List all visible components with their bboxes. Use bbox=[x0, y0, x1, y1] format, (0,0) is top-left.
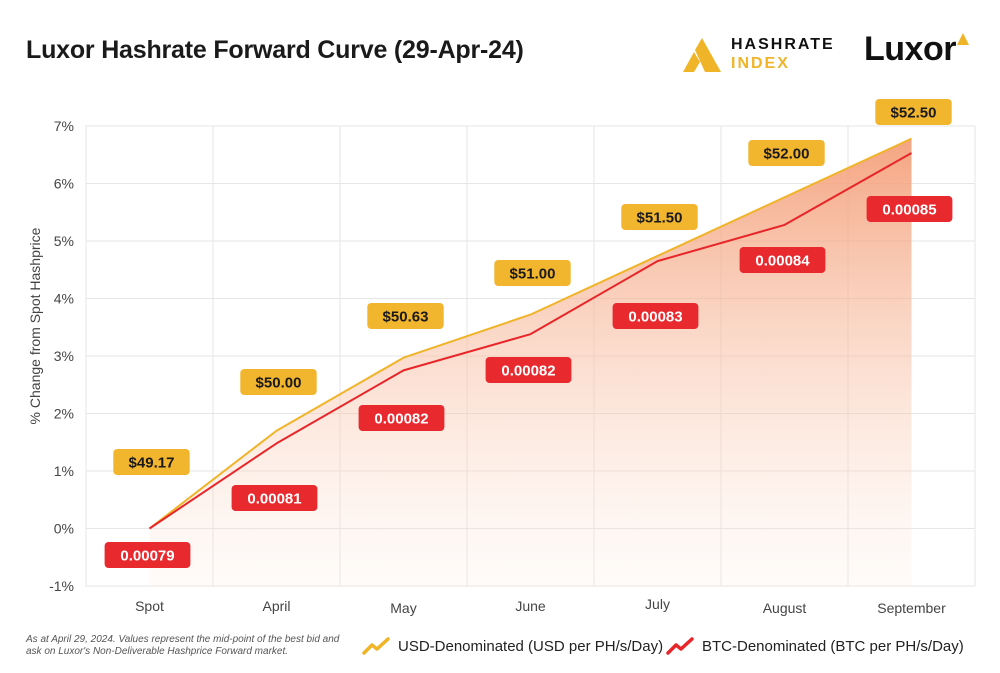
btc-value-label-bg bbox=[358, 405, 445, 431]
footnote: As at April 29, 2024. Values represent t… bbox=[26, 634, 340, 657]
y-tick-label: -1% bbox=[49, 578, 74, 594]
x-tick-label: May bbox=[390, 600, 416, 616]
hashrate-index-logo-text: HASHRATE bbox=[731, 36, 835, 53]
y-tick-label: 3% bbox=[54, 348, 74, 364]
usd-value-label-bg bbox=[621, 204, 698, 230]
legend-usd: USD-Denominated (USD per PH/s/Day) bbox=[362, 634, 663, 658]
btc-value-label-text: 0.00081 bbox=[247, 491, 301, 508]
usd-legend-icon bbox=[362, 637, 390, 655]
usd-value-label: $51.50 bbox=[621, 204, 698, 230]
x-tick-label: July bbox=[645, 596, 670, 612]
usd-value-label-bg bbox=[113, 449, 190, 475]
usd-value-label-text: $51.50 bbox=[637, 210, 683, 227]
btc-value-label-bg bbox=[612, 303, 699, 329]
btc-value-label-text: 0.00082 bbox=[501, 363, 555, 380]
legend-btc-label: BTC-Denominated (BTC per PH/s/Day) bbox=[702, 637, 964, 655]
usd-value-label-text: $50.63 bbox=[383, 309, 429, 326]
chart-title: Luxor Hashrate Forward Curve (29-Apr-24) bbox=[26, 36, 524, 64]
y-tick-label: 7% bbox=[54, 118, 74, 134]
hashrate-index-logo-icon bbox=[683, 38, 721, 72]
usd-value-label-text: $51.00 bbox=[510, 266, 556, 283]
y-axis-title: % Change from Spot Hashprice bbox=[27, 227, 43, 424]
usd-value-label-bg bbox=[875, 99, 952, 125]
usd-value-label-bg bbox=[494, 260, 571, 286]
x-tick-label: August bbox=[763, 600, 807, 616]
luxor-logo-icon bbox=[957, 33, 969, 45]
x-tick-label: April bbox=[262, 598, 290, 614]
usd-value-label-text: $52.50 bbox=[891, 105, 937, 122]
y-tick-label: 0% bbox=[54, 521, 74, 537]
y-tick-label: 6% bbox=[54, 176, 74, 192]
usd-value-label: $49.17 bbox=[113, 449, 190, 475]
btc-value-label: 0.00081 bbox=[231, 485, 318, 511]
y-tick-label: 2% bbox=[54, 406, 74, 422]
usd-value-label: $52.50 bbox=[875, 99, 952, 125]
btc-value-label-text: 0.00079 bbox=[120, 548, 174, 565]
luxor-logo: Luxor bbox=[864, 30, 956, 68]
x-tick-label: Spot bbox=[135, 598, 164, 614]
btc-value-label: 0.00079 bbox=[104, 542, 191, 568]
x-tick-label: June bbox=[515, 598, 546, 614]
usd-series-line bbox=[148, 137, 912, 530]
usd-value-label: $50.63 bbox=[367, 303, 444, 329]
usd-value-label-bg bbox=[240, 369, 317, 395]
usd-value-label-text: $50.00 bbox=[256, 375, 302, 392]
btc-value-label: 0.00085 bbox=[866, 196, 953, 222]
btc-value-label: 0.00084 bbox=[739, 247, 826, 273]
btc-value-label-bg bbox=[104, 542, 191, 568]
x-tick-label: September bbox=[877, 600, 946, 616]
btc-value-label: 0.00082 bbox=[485, 357, 572, 383]
legend-usd-label: USD-Denominated (USD per PH/s/Day) bbox=[398, 637, 664, 655]
btc-value-label-text: 0.00085 bbox=[882, 202, 936, 219]
btc-value-label-text: 0.00084 bbox=[755, 253, 810, 270]
btc-value-label-text: 0.00082 bbox=[374, 411, 428, 428]
y-tick-label: 5% bbox=[54, 233, 74, 249]
usd-value-label-text: $49.17 bbox=[129, 455, 175, 472]
btc-value-label: 0.00083 bbox=[612, 303, 699, 329]
btc-value-label-bg bbox=[485, 357, 572, 383]
btc-value-label-bg bbox=[739, 247, 826, 273]
usd-value-label-text: $52.00 bbox=[764, 146, 810, 163]
btc-value-label-bg bbox=[866, 196, 953, 222]
btc-value-label-bg bbox=[231, 485, 318, 511]
usd-value-label-bg bbox=[748, 140, 825, 166]
usd-value-label-bg bbox=[367, 303, 444, 329]
usd-value-label: $52.00 bbox=[748, 140, 825, 166]
btc-value-label-text: 0.00083 bbox=[628, 309, 682, 326]
usd-value-label: $51.00 bbox=[494, 260, 571, 286]
btc-legend-icon bbox=[666, 637, 694, 655]
hashrate-index-logo: HASHRATE INDEX bbox=[683, 36, 843, 76]
legend-btc: BTC-Denominated (BTC per PH/s/Day) bbox=[666, 634, 964, 658]
y-tick-label: 1% bbox=[54, 463, 74, 479]
hashrate-index-logo-subtext: INDEX bbox=[731, 55, 790, 72]
btc-value-label: 0.00082 bbox=[358, 405, 445, 431]
usd-value-label: $50.00 bbox=[240, 369, 317, 395]
y-tick-label: 4% bbox=[54, 291, 74, 307]
btc-series-line bbox=[148, 152, 912, 530]
forward-curve-chart: $49.17 0.00079 $50.00 0.00081 $50.63 0.00082 $… bbox=[27, 99, 976, 616]
